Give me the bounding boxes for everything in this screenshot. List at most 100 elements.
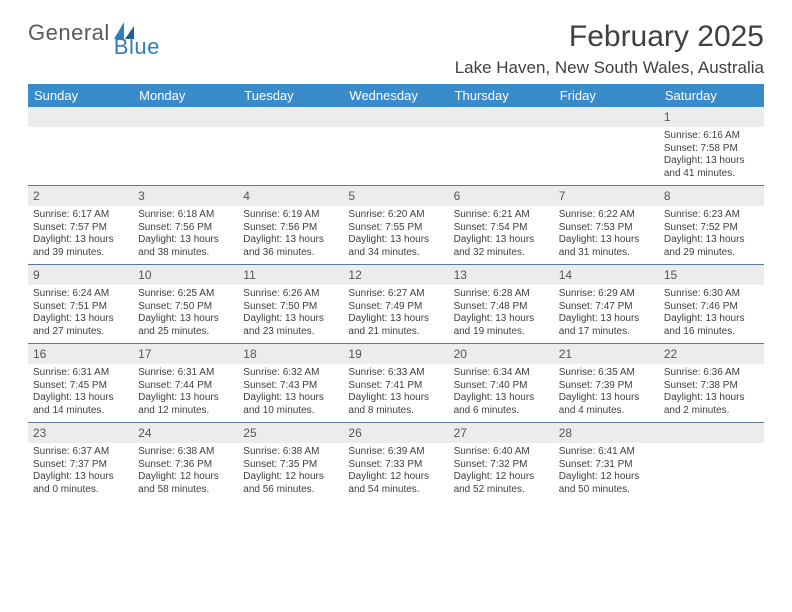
day-number: 7 [554, 186, 659, 206]
d2-text: and 2 minutes. [664, 405, 759, 418]
day-body: Sunrise: 6:22 AMSunset: 7:53 PMDaylight:… [554, 206, 659, 263]
day-cell: 6Sunrise: 6:21 AMSunset: 7:54 PMDaylight… [449, 186, 554, 264]
weekday-header-row: Sunday Monday Tuesday Wednesday Thursday… [28, 84, 764, 107]
day-body: Sunrise: 6:25 AMSunset: 7:50 PMDaylight:… [133, 285, 238, 342]
day-cell [28, 107, 133, 185]
sunrise-text: Sunrise: 6:21 AM [454, 209, 549, 222]
sunrise-text: Sunrise: 6:18 AM [138, 209, 233, 222]
day-number: 26 [343, 423, 448, 443]
d1-text: Daylight: 13 hours [559, 234, 654, 247]
day-number: 15 [659, 265, 764, 285]
day-body: Sunrise: 6:28 AMSunset: 7:48 PMDaylight:… [449, 285, 554, 342]
sunrise-text: Sunrise: 6:30 AM [664, 288, 759, 301]
location-text: Lake Haven, New South Wales, Australia [455, 58, 764, 78]
sunset-text: Sunset: 7:54 PM [454, 222, 549, 235]
sunset-text: Sunset: 7:55 PM [348, 222, 443, 235]
day-number [659, 423, 764, 443]
day-number: 25 [238, 423, 343, 443]
day-number: 17 [133, 344, 238, 364]
d1-text: Daylight: 13 hours [664, 234, 759, 247]
day-cell [343, 107, 448, 185]
day-body: Sunrise: 6:20 AMSunset: 7:55 PMDaylight:… [343, 206, 448, 263]
sunrise-text: Sunrise: 6:16 AM [664, 130, 759, 143]
day-body: Sunrise: 6:41 AMSunset: 7:31 PMDaylight:… [554, 443, 659, 500]
day-number [449, 107, 554, 127]
weekday-header: Tuesday [238, 84, 343, 107]
sunset-text: Sunset: 7:57 PM [33, 222, 128, 235]
sunset-text: Sunset: 7:46 PM [664, 301, 759, 314]
day-number [238, 107, 343, 127]
day-number: 1 [659, 107, 764, 127]
day-body: Sunrise: 6:35 AMSunset: 7:39 PMDaylight:… [554, 364, 659, 421]
weekday-header: Friday [554, 84, 659, 107]
logo-word-general: General [28, 20, 110, 46]
sunset-text: Sunset: 7:58 PM [664, 143, 759, 156]
day-cell: 23Sunrise: 6:37 AMSunset: 7:37 PMDayligh… [28, 423, 133, 501]
d1-text: Daylight: 13 hours [33, 471, 128, 484]
weekday-header: Wednesday [343, 84, 448, 107]
sunset-text: Sunset: 7:56 PM [243, 222, 338, 235]
d1-text: Daylight: 13 hours [664, 392, 759, 405]
day-cell: 21Sunrise: 6:35 AMSunset: 7:39 PMDayligh… [554, 344, 659, 422]
d2-text: and 21 minutes. [348, 326, 443, 339]
day-body: Sunrise: 6:30 AMSunset: 7:46 PMDaylight:… [659, 285, 764, 342]
title-block: February 2025 Lake Haven, New South Wale… [455, 20, 764, 78]
day-body: Sunrise: 6:31 AMSunset: 7:44 PMDaylight:… [133, 364, 238, 421]
d1-text: Daylight: 13 hours [138, 392, 233, 405]
d1-text: Daylight: 13 hours [348, 313, 443, 326]
d1-text: Daylight: 13 hours [454, 234, 549, 247]
day-cell: 1Sunrise: 6:16 AMSunset: 7:58 PMDaylight… [659, 107, 764, 185]
day-number: 10 [133, 265, 238, 285]
day-cell: 20Sunrise: 6:34 AMSunset: 7:40 PMDayligh… [449, 344, 554, 422]
day-body: Sunrise: 6:37 AMSunset: 7:37 PMDaylight:… [28, 443, 133, 500]
day-body: Sunrise: 6:38 AMSunset: 7:35 PMDaylight:… [238, 443, 343, 500]
week-row: 1Sunrise: 6:16 AMSunset: 7:58 PMDaylight… [28, 107, 764, 185]
sunrise-text: Sunrise: 6:38 AM [243, 446, 338, 459]
day-body: Sunrise: 6:34 AMSunset: 7:40 PMDaylight:… [449, 364, 554, 421]
week-row: 16Sunrise: 6:31 AMSunset: 7:45 PMDayligh… [28, 343, 764, 422]
day-cell: 7Sunrise: 6:22 AMSunset: 7:53 PMDaylight… [554, 186, 659, 264]
day-number [28, 107, 133, 127]
sunset-text: Sunset: 7:39 PM [559, 380, 654, 393]
d1-text: Daylight: 13 hours [348, 234, 443, 247]
day-cell: 16Sunrise: 6:31 AMSunset: 7:45 PMDayligh… [28, 344, 133, 422]
sunset-text: Sunset: 7:38 PM [664, 380, 759, 393]
weekday-header: Thursday [449, 84, 554, 107]
sunset-text: Sunset: 7:37 PM [33, 459, 128, 472]
day-cell: 13Sunrise: 6:28 AMSunset: 7:48 PMDayligh… [449, 265, 554, 343]
day-number: 3 [133, 186, 238, 206]
day-number: 5 [343, 186, 448, 206]
header-row: General Blue February 2025 Lake Haven, N… [28, 20, 764, 78]
day-number [343, 107, 448, 127]
d1-text: Daylight: 12 hours [138, 471, 233, 484]
sunset-text: Sunset: 7:50 PM [138, 301, 233, 314]
day-body: Sunrise: 6:27 AMSunset: 7:49 PMDaylight:… [343, 285, 448, 342]
sunset-text: Sunset: 7:41 PM [348, 380, 443, 393]
sunrise-text: Sunrise: 6:19 AM [243, 209, 338, 222]
calendar-page: General Blue February 2025 Lake Haven, N… [0, 0, 792, 521]
day-body: Sunrise: 6:17 AMSunset: 7:57 PMDaylight:… [28, 206, 133, 263]
sunset-text: Sunset: 7:44 PM [138, 380, 233, 393]
weekday-header: Sunday [28, 84, 133, 107]
day-cell: 28Sunrise: 6:41 AMSunset: 7:31 PMDayligh… [554, 423, 659, 501]
sunrise-text: Sunrise: 6:38 AM [138, 446, 233, 459]
d2-text: and 58 minutes. [138, 484, 233, 497]
d2-text: and 56 minutes. [243, 484, 338, 497]
sunset-text: Sunset: 7:52 PM [664, 222, 759, 235]
sunrise-text: Sunrise: 6:40 AM [454, 446, 549, 459]
d2-text: and 52 minutes. [454, 484, 549, 497]
d2-text: and 41 minutes. [664, 168, 759, 181]
day-cell [238, 107, 343, 185]
d1-text: Daylight: 13 hours [33, 234, 128, 247]
week-row: 23Sunrise: 6:37 AMSunset: 7:37 PMDayligh… [28, 422, 764, 501]
d1-text: Daylight: 13 hours [243, 392, 338, 405]
sunset-text: Sunset: 7:45 PM [33, 380, 128, 393]
day-body: Sunrise: 6:26 AMSunset: 7:50 PMDaylight:… [238, 285, 343, 342]
day-number: 4 [238, 186, 343, 206]
week-row: 2Sunrise: 6:17 AMSunset: 7:57 PMDaylight… [28, 185, 764, 264]
d2-text: and 0 minutes. [33, 484, 128, 497]
d2-text: and 19 minutes. [454, 326, 549, 339]
d1-text: Daylight: 13 hours [454, 392, 549, 405]
day-cell: 27Sunrise: 6:40 AMSunset: 7:32 PMDayligh… [449, 423, 554, 501]
d2-text: and 34 minutes. [348, 247, 443, 260]
